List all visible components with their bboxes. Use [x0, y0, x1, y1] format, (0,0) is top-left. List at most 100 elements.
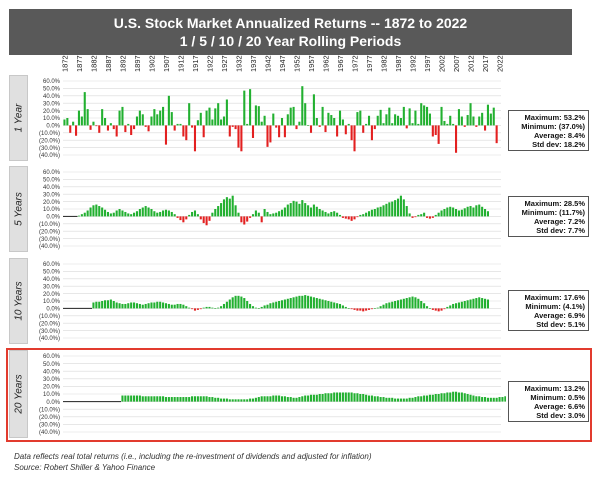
bar [159, 211, 162, 217]
bar [321, 210, 324, 217]
bar [347, 308, 350, 309]
y-tick-label: (30.0%) [39, 237, 60, 243]
bar [385, 303, 388, 309]
y-tick-label: 40.0% [43, 185, 61, 191]
bar [370, 125, 373, 141]
bar [472, 207, 475, 217]
bar [321, 106, 324, 126]
bar [179, 123, 182, 126]
bar [147, 396, 150, 402]
bar [425, 395, 429, 402]
bar [344, 216, 347, 219]
bar [324, 393, 327, 402]
bar [411, 296, 414, 309]
chart-subtitle: 1 / 5 / 10 / 20 Year Rolling Periods [179, 33, 402, 49]
bar [298, 295, 301, 309]
y-tick-label: 0.0% [46, 400, 60, 406]
bar [278, 395, 281, 402]
bar [446, 306, 449, 309]
bar [391, 301, 394, 309]
bar [295, 125, 298, 130]
panel-label: 10 Years [13, 281, 24, 321]
bar [292, 397, 295, 402]
bar [115, 302, 118, 309]
bar [376, 307, 379, 309]
bar [475, 396, 478, 402]
y-tick-label: 10.0% [43, 116, 61, 122]
bar [135, 395, 139, 402]
bar [214, 209, 217, 217]
bar [382, 205, 385, 217]
bar [104, 300, 107, 309]
bar [353, 393, 356, 402]
bar [341, 216, 344, 218]
y-tick-label: 10.0% [43, 392, 61, 398]
bar [220, 398, 223, 402]
bar [396, 398, 400, 402]
bar [124, 303, 127, 309]
bar [391, 397, 394, 402]
bar [295, 397, 298, 402]
bar [133, 395, 136, 402]
bar [463, 393, 466, 402]
bar [159, 396, 162, 402]
bar [501, 397, 504, 402]
bar [266, 211, 269, 217]
year-tick-label: 2017 [481, 55, 490, 72]
bar [109, 299, 112, 309]
bar [283, 125, 286, 138]
year-tick-label: 1987 [394, 55, 403, 72]
panel-5-years: 60.0% 50.0% 40.0% 30.0% 20.0% 10.0% 0.0% (10.0%… [9, 166, 592, 252]
bar [301, 396, 304, 402]
bar [472, 395, 475, 402]
bar [162, 302, 165, 309]
bar [133, 125, 136, 130]
bar [301, 295, 304, 309]
year-tick-label: 1982 [380, 55, 389, 72]
bar [304, 295, 307, 309]
bar [431, 394, 434, 402]
bar [350, 125, 353, 141]
bar [475, 125, 478, 127]
y-tick-label: (40.0%) [39, 244, 60, 250]
bar [481, 112, 484, 126]
bar [249, 303, 252, 309]
bar [156, 301, 159, 309]
bar [272, 113, 275, 126]
bar [202, 216, 205, 224]
bar [423, 303, 426, 309]
bar [263, 396, 266, 402]
bar [457, 392, 460, 402]
bar [478, 204, 481, 217]
bar [394, 114, 397, 126]
bar [80, 116, 83, 126]
y-tick-label: (30.0%) [39, 146, 60, 152]
bar [127, 213, 130, 217]
bar [312, 394, 315, 402]
bar [388, 107, 391, 126]
bar [173, 214, 176, 217]
bar [428, 216, 431, 219]
year-tick-label: 1967 [336, 55, 345, 72]
bar [185, 397, 188, 402]
bar [423, 212, 426, 217]
bar [266, 396, 269, 402]
y-tick-label: 30.0% [43, 284, 61, 290]
bar [164, 125, 168, 145]
bar [327, 213, 330, 217]
bar [89, 125, 92, 130]
bar [336, 303, 339, 309]
bar [402, 398, 405, 402]
y-tick-label: 10.0% [43, 299, 61, 305]
y-tick-label: 60.0% [43, 262, 61, 268]
bar [193, 125, 197, 152]
bar [443, 308, 446, 310]
bar [420, 396, 423, 402]
bar [475, 298, 478, 309]
panel-1-year: 60.0% 50.0% 40.0% 30.0% 20.0% 10.0% 0.0% (10.0%… [9, 75, 592, 161]
bar [225, 99, 228, 126]
bar [156, 396, 159, 402]
bar [173, 125, 176, 131]
bar [428, 394, 431, 402]
bar [214, 308, 217, 309]
